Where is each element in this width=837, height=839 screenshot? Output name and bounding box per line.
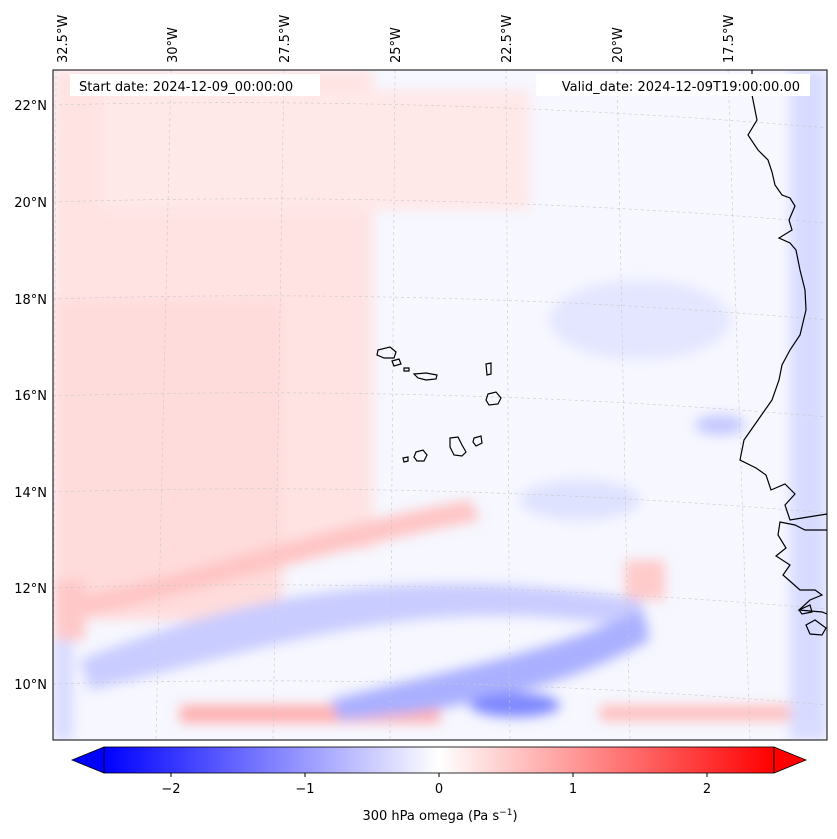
grid-line-lon-27-5 bbox=[272, 70, 285, 740]
colorbar-tick-label: −2 bbox=[161, 782, 180, 797]
colorbar-ticks: −2 −1 0 1 2 bbox=[161, 773, 711, 797]
grid-line-lat-12 bbox=[53, 584, 827, 610]
omega-negative-patch-east bbox=[550, 280, 730, 360]
lon-label: 17.5°W bbox=[722, 15, 737, 63]
lon-label: 27.5°W bbox=[278, 15, 293, 63]
omega-negative-band-main bbox=[80, 583, 650, 690]
latitude-labels: 22°N 20°N 18°N 16°N 14°N 12°N 10°N bbox=[14, 99, 47, 693]
omega-negative-band-south bbox=[330, 610, 650, 720]
grid-line-lat-18 bbox=[53, 295, 827, 321]
colorbar-tick-label: 1 bbox=[569, 782, 577, 797]
lat-label: 16°N bbox=[14, 389, 47, 404]
grid-line-lat-14 bbox=[53, 488, 827, 514]
island-sal bbox=[485, 362, 492, 376]
omega-positive-patch-west bbox=[55, 580, 85, 640]
lon-label: 25°W bbox=[389, 27, 404, 63]
lon-label: 22.5°W bbox=[500, 15, 515, 63]
colorbar-gradient bbox=[103, 746, 775, 774]
lon-label: 30°W bbox=[166, 27, 181, 63]
coastlines bbox=[376, 70, 827, 636]
lon-label: 32.5°W bbox=[56, 15, 71, 63]
grid-line-lon-30 bbox=[155, 70, 172, 740]
omega-negative-patch-coast bbox=[695, 415, 745, 435]
grid-line-lat-20 bbox=[53, 198, 827, 224]
grid-line-lon-20 bbox=[616, 70, 631, 740]
longitude-labels: 32.5°W 30°W 27.5°W 25°W 22.5°W 20°W 17.5… bbox=[56, 15, 737, 63]
island-santiago bbox=[449, 436, 467, 457]
grid-line-lon-22-5 bbox=[505, 70, 511, 740]
grid-line-lat-22 bbox=[53, 102, 827, 129]
grid-line-lat-16 bbox=[53, 392, 827, 418]
africa-coastline-south bbox=[774, 521, 827, 615]
lat-label: 22°N bbox=[14, 99, 47, 114]
island-boa-vista bbox=[485, 391, 502, 406]
start-date-label: Start date: 2024-12-09_00:00:00 bbox=[79, 80, 293, 95]
lat-label: 14°N bbox=[14, 486, 47, 501]
colorbar-extend-right bbox=[773, 746, 808, 774]
colorbar-title-main: 300 hPa omega (Pa s bbox=[362, 809, 499, 824]
island-maio bbox=[472, 435, 483, 447]
omega-negative-coast-strip bbox=[790, 70, 827, 740]
coast-islet-2 bbox=[798, 604, 813, 615]
colorbar-tick-label: 0 bbox=[435, 782, 443, 797]
map-frame bbox=[52, 69, 828, 741]
lat-label: 18°N bbox=[14, 293, 47, 308]
africa-coastline bbox=[739, 70, 827, 521]
lat-label: 12°N bbox=[14, 582, 47, 597]
island-sao-nicolau bbox=[412, 372, 438, 381]
omega-negative-core bbox=[470, 693, 560, 717]
grid-line-lon-17-5 bbox=[727, 70, 751, 740]
island-sao-vicente bbox=[391, 358, 402, 367]
valid-date-label: Valid_date: 2024-12-09T19:00:00.00 bbox=[562, 80, 800, 95]
lat-label: 10°N bbox=[14, 678, 47, 693]
grid-line-lon-25 bbox=[389, 70, 396, 740]
colorbar: −2 −1 0 1 2 300 hPa omega (Pa s−1) bbox=[70, 746, 808, 824]
colorbar-title-end: ) bbox=[512, 809, 517, 824]
lat-label: 20°N bbox=[14, 196, 47, 211]
omega-positive-patch-coast bbox=[625, 560, 665, 600]
omega-positive-area-north bbox=[100, 90, 530, 210]
island-santa-luzia bbox=[403, 367, 410, 372]
map-panel: Start date: 2024-12-09_00:00:00 Valid_da… bbox=[53, 70, 827, 740]
island-brava bbox=[402, 456, 409, 463]
omega-field bbox=[53, 70, 827, 740]
coast-islet-1 bbox=[805, 619, 827, 636]
omega-positive-band bbox=[60, 500, 480, 620]
island-santo-antao bbox=[376, 346, 397, 359]
omega-negative-patch-mid bbox=[520, 480, 640, 520]
colorbar-title-exponent: −1 bbox=[499, 808, 512, 818]
valid-date-box bbox=[536, 74, 810, 96]
omega-negative-west-strip bbox=[53, 640, 73, 740]
lon-label: 20°W bbox=[611, 27, 626, 63]
colorbar-tick-label: −1 bbox=[295, 782, 314, 797]
grid-line-lat-10 bbox=[53, 680, 827, 706]
omega-positive-strip-southeast bbox=[600, 705, 810, 721]
island-fogo bbox=[413, 449, 428, 462]
colorbar-title: 300 hPa omega (Pa s−1) bbox=[362, 808, 517, 824]
colorbar-extend-left bbox=[70, 746, 105, 774]
start-date-box bbox=[70, 74, 320, 96]
colorbar-tick-label: 2 bbox=[703, 782, 711, 797]
